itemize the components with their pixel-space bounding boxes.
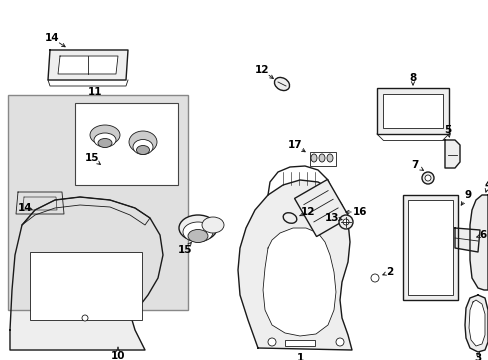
Ellipse shape — [283, 213, 296, 223]
Bar — [309, 152, 335, 166]
Bar — [285, 340, 314, 346]
Circle shape — [267, 338, 275, 346]
Ellipse shape — [326, 154, 332, 162]
Ellipse shape — [187, 230, 207, 243]
Circle shape — [82, 315, 88, 321]
Circle shape — [338, 215, 352, 229]
Circle shape — [424, 175, 430, 181]
Ellipse shape — [310, 154, 316, 162]
Ellipse shape — [179, 215, 217, 241]
Text: 16: 16 — [352, 207, 366, 217]
Bar — [8, 95, 187, 310]
Polygon shape — [464, 295, 487, 352]
Text: 15: 15 — [177, 245, 192, 255]
Text: 2: 2 — [386, 267, 393, 277]
Text: 15: 15 — [84, 153, 99, 163]
Text: 4: 4 — [483, 180, 488, 190]
Ellipse shape — [98, 139, 112, 148]
Ellipse shape — [136, 145, 149, 154]
Ellipse shape — [183, 222, 213, 242]
Text: 14: 14 — [44, 33, 59, 43]
Polygon shape — [444, 140, 459, 168]
Text: 8: 8 — [408, 73, 416, 83]
Text: 9: 9 — [464, 190, 470, 200]
Bar — [402, 195, 457, 300]
Polygon shape — [469, 195, 487, 290]
Ellipse shape — [94, 133, 116, 147]
Circle shape — [342, 219, 348, 225]
Text: 10: 10 — [110, 351, 125, 360]
Text: 12: 12 — [254, 65, 269, 75]
Ellipse shape — [318, 154, 325, 162]
Circle shape — [335, 338, 343, 346]
Polygon shape — [468, 300, 484, 346]
Circle shape — [370, 274, 378, 282]
Polygon shape — [263, 228, 335, 336]
Text: 14: 14 — [18, 203, 32, 213]
Polygon shape — [58, 56, 118, 74]
Text: 11: 11 — [87, 87, 102, 97]
Ellipse shape — [129, 131, 157, 153]
Text: 1: 1 — [296, 353, 303, 360]
Polygon shape — [48, 50, 128, 80]
Text: 17: 17 — [287, 140, 302, 150]
Bar — [407, 200, 452, 295]
Circle shape — [421, 172, 433, 184]
Ellipse shape — [202, 217, 224, 233]
Ellipse shape — [133, 139, 153, 154]
Bar — [30, 252, 142, 320]
Text: 13: 13 — [324, 213, 339, 223]
Bar — [376, 88, 448, 134]
Ellipse shape — [274, 77, 289, 91]
Polygon shape — [238, 180, 351, 350]
Polygon shape — [10, 197, 163, 350]
Polygon shape — [22, 197, 150, 225]
Polygon shape — [454, 228, 479, 252]
Bar — [294, 179, 349, 237]
Bar — [382, 94, 442, 128]
Text: 7: 7 — [410, 160, 418, 170]
Bar — [75, 103, 178, 185]
Polygon shape — [23, 197, 57, 210]
Text: 6: 6 — [478, 230, 486, 240]
Text: 3: 3 — [473, 353, 481, 360]
Text: 12: 12 — [300, 207, 315, 217]
Text: 5: 5 — [444, 125, 451, 135]
Ellipse shape — [90, 125, 120, 145]
Polygon shape — [16, 192, 64, 214]
